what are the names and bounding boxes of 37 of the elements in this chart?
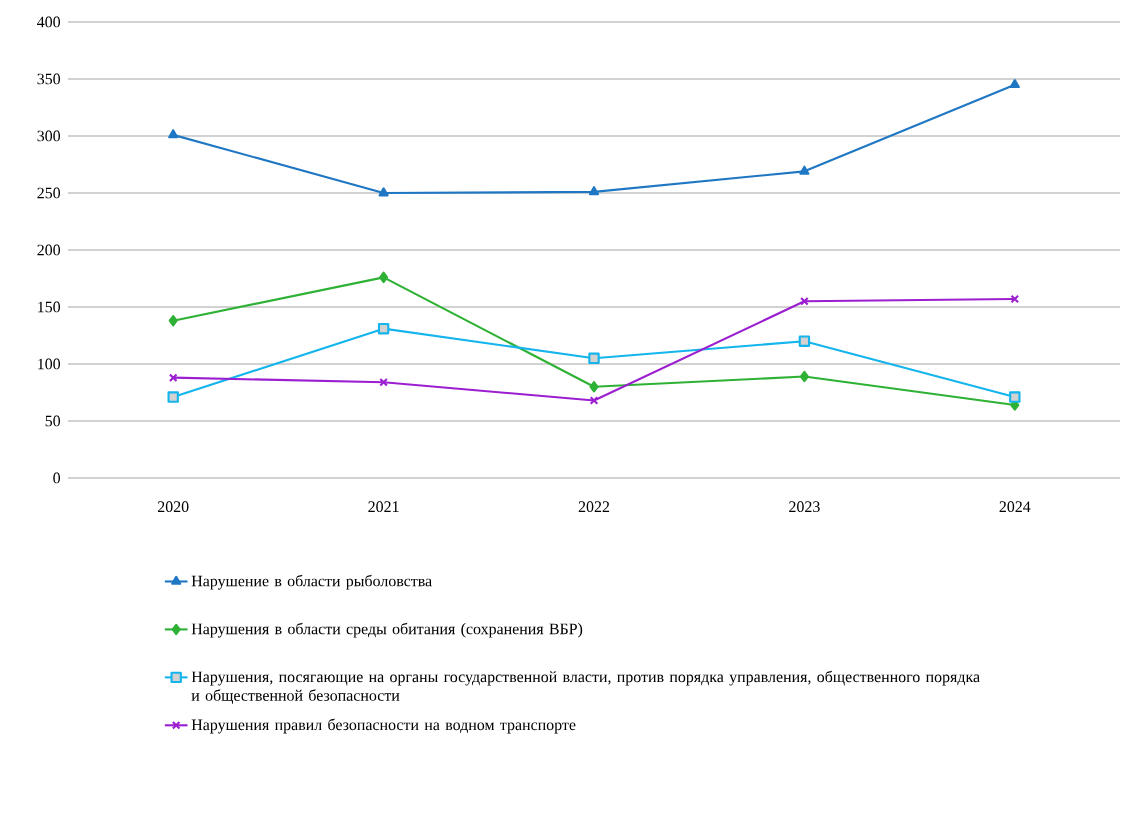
x-tick-label: 2021 xyxy=(368,501,399,513)
x-tick-label: 2020 xyxy=(157,501,189,513)
point xyxy=(168,373,178,383)
point xyxy=(588,352,600,365)
point xyxy=(589,396,599,405)
y-tick-label: 150 xyxy=(38,301,61,313)
legend-label: Нарушения в области среды обитания (сохранения ВБР) xyxy=(191,622,583,638)
point xyxy=(168,314,178,327)
x-tick-label: 2024 xyxy=(999,501,1031,513)
point xyxy=(799,370,809,383)
point xyxy=(168,129,179,139)
point xyxy=(167,391,179,403)
point xyxy=(589,381,599,393)
point xyxy=(377,322,390,335)
y-tick-label: 250 xyxy=(37,187,61,199)
point xyxy=(799,165,810,175)
y-tick-label: 400 xyxy=(37,16,61,28)
legend-label: Нарушение в области рыболовства xyxy=(191,574,432,590)
point xyxy=(798,335,811,347)
y-tick-label: 300 xyxy=(37,130,61,142)
y-tick-label: 50 xyxy=(45,415,61,427)
y-tick-label: 0 xyxy=(53,472,61,484)
legend-label: Нарушения, посягающие на органы государственной власти, против порядка управления, общественного порядка и общественной безопасности xyxy=(191,670,980,704)
point xyxy=(1010,294,1020,304)
y-tick-label: 350 xyxy=(37,73,61,85)
y-tick-label: 100 xyxy=(38,358,61,370)
point xyxy=(379,271,389,284)
point xyxy=(800,296,809,306)
point xyxy=(1009,78,1020,89)
x-tick-label: 2023 xyxy=(789,501,820,513)
x-tick-label: 2022 xyxy=(578,501,610,513)
legend-label: Нарушения правил безопасности на водном транспорте xyxy=(191,718,576,734)
point xyxy=(379,377,388,387)
y-tick-label: 200 xyxy=(37,244,61,256)
point xyxy=(588,186,600,196)
point xyxy=(378,187,389,197)
point xyxy=(1009,391,1021,403)
